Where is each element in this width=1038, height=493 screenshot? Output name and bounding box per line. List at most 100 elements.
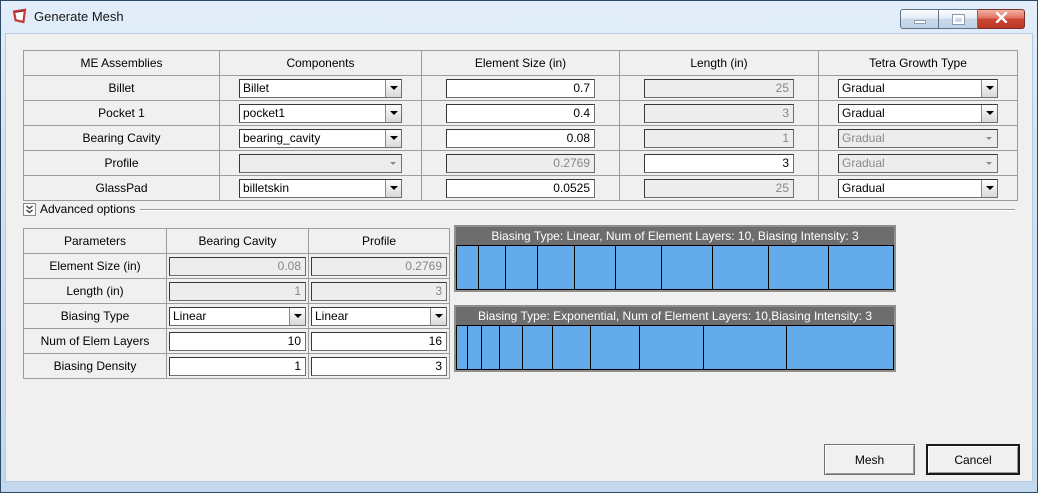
param-label-element-size: Element Size (in)	[24, 254, 167, 279]
chevron-down-icon	[385, 104, 401, 122]
maximize-icon	[952, 14, 964, 24]
combo-value: Gradual	[842, 131, 885, 145]
biasing-density-input-bearing[interactable]	[169, 356, 306, 376]
window-controls	[900, 9, 1025, 29]
combo-value: billetskin	[243, 181, 290, 195]
column-header-length: Length (in)	[620, 51, 819, 76]
component-select-glasspad[interactable]: billetskin	[239, 178, 402, 198]
close-icon	[995, 10, 1008, 28]
component-select-billet[interactable]: Billet	[239, 78, 402, 98]
advanced-options-label: Advanced options	[40, 202, 136, 216]
titlebar: Generate Mesh	[1, 1, 1037, 32]
bias-segment	[768, 246, 829, 289]
length-input-bearing-cavity	[644, 128, 794, 148]
linear-biasing-preview: Biasing Type: Linear, Num of Element Lay…	[454, 225, 896, 292]
bias-segment	[506, 246, 539, 289]
column-header-components: Components	[220, 51, 422, 76]
param-length-profile	[311, 281, 447, 301]
maximize-button[interactable]	[939, 9, 978, 29]
bias-segment	[523, 326, 553, 369]
component-select-bearing-cavity[interactable]: bearing_cavity	[239, 128, 402, 148]
param-element-size-profile	[311, 256, 447, 276]
bias-segment	[574, 246, 617, 289]
minimize-button[interactable]	[900, 9, 939, 29]
linear-biasing-caption: Biasing Type: Linear, Num of Element Lay…	[456, 227, 894, 245]
element-size-input-glasspad[interactable]	[446, 178, 595, 198]
column-header-me-assemblies: ME Assemblies	[24, 51, 220, 76]
tetra-growth-select-profile: Gradual	[838, 153, 998, 173]
assembly-label-profile: Profile	[24, 151, 220, 176]
bias-segment	[479, 246, 507, 289]
column-header-element-size: Element Size (in)	[422, 51, 620, 76]
chevron-down-icon	[385, 79, 401, 97]
mesh-button[interactable]: Mesh	[824, 444, 915, 475]
bias-segment	[786, 326, 894, 369]
app-icon	[11, 8, 28, 25]
length-input-profile[interactable]	[644, 153, 794, 173]
element-size-input-billet[interactable]	[446, 78, 595, 98]
component-select-profile	[239, 153, 402, 173]
biasing-type-select-bearing[interactable]: Linear	[169, 306, 306, 326]
bias-segment	[704, 326, 787, 369]
element-size-input-bearing-cavity[interactable]	[446, 128, 595, 148]
bias-segment	[712, 246, 769, 289]
window-title: Generate Mesh	[34, 9, 124, 24]
param-label-num-elem-layers: Num of Elem Layers	[24, 329, 167, 354]
tetra-growth-select-billet[interactable]: Gradual	[838, 78, 998, 98]
length-input-glasspad	[644, 178, 794, 198]
exponential-biasing-bar	[456, 325, 894, 370]
param-header-parameters: Parameters	[24, 229, 167, 254]
biasing-type-select-profile[interactable]: Linear	[311, 306, 447, 326]
combo-value: Gradual	[842, 181, 885, 195]
param-label-biasing-density: Biasing Density	[24, 354, 167, 379]
tetra-growth-select-pocket1[interactable]: Gradual	[838, 103, 998, 123]
element-size-input-profile	[446, 153, 595, 173]
component-select-pocket1[interactable]: pocket1	[239, 103, 402, 123]
exponential-biasing-caption: Biasing Type: Exponential, Num of Elemen…	[456, 307, 894, 325]
bias-segment	[616, 246, 663, 289]
tetra-growth-select-glasspad[interactable]: Gradual	[838, 178, 998, 198]
exponential-biasing-preview: Biasing Type: Exponential, Num of Elemen…	[454, 305, 896, 372]
assembly-label-bearing-cavity: Bearing Cavity	[24, 126, 220, 151]
bias-segment	[590, 326, 641, 369]
length-input-pocket1	[644, 103, 794, 123]
bias-segment	[640, 326, 705, 369]
close-button[interactable]	[978, 9, 1025, 29]
assembly-label-glasspad: GlassPad	[24, 176, 220, 201]
num-elem-layers-input-profile[interactable]	[311, 331, 447, 351]
tetra-growth-select-bearing-cavity: Gradual	[838, 128, 998, 148]
param-header-profile: Profile	[309, 229, 450, 254]
chevron-down-icon	[289, 307, 305, 325]
param-length-bearing	[169, 281, 306, 301]
chevron-down-icon	[981, 104, 997, 122]
chevron-down-icon	[981, 179, 997, 197]
bias-segment	[552, 326, 591, 369]
assembly-label-pocket1: Pocket 1	[24, 101, 220, 126]
combo-value: Gradual	[842, 106, 885, 120]
assembly-label-billet: Billet	[24, 76, 220, 101]
combo-value: Linear	[173, 309, 207, 323]
advanced-options-toggle[interactable]	[23, 202, 36, 216]
combo-value: Gradual	[842, 156, 885, 170]
biasing-density-input-profile[interactable]	[311, 356, 447, 376]
cancel-button[interactable]: Cancel	[926, 444, 1020, 475]
param-label-length: Length (in)	[24, 279, 167, 304]
bias-segment	[662, 246, 713, 289]
linear-biasing-bar	[456, 245, 894, 290]
combo-value: Billet	[243, 81, 270, 95]
minimize-icon	[913, 20, 926, 24]
element-size-input-pocket1[interactable]	[446, 103, 595, 123]
bias-segment	[457, 246, 480, 289]
dialog-body: ME Assemblies Components Element Size (i…	[5, 33, 1033, 482]
bias-segment	[482, 326, 500, 369]
chevron-down-icon	[981, 130, 997, 147]
column-header-tetra-growth: Tetra Growth Type	[819, 51, 1018, 76]
chevron-down-icon	[981, 79, 997, 97]
num-elem-layers-input-bearing[interactable]	[169, 331, 306, 351]
advanced-options-group: Advanced options	[23, 201, 1015, 217]
combo-value: Linear	[315, 309, 349, 323]
combo-value: pocket1	[243, 106, 286, 120]
chevron-down-icon	[385, 155, 401, 172]
chevron-down-icon	[981, 155, 997, 172]
